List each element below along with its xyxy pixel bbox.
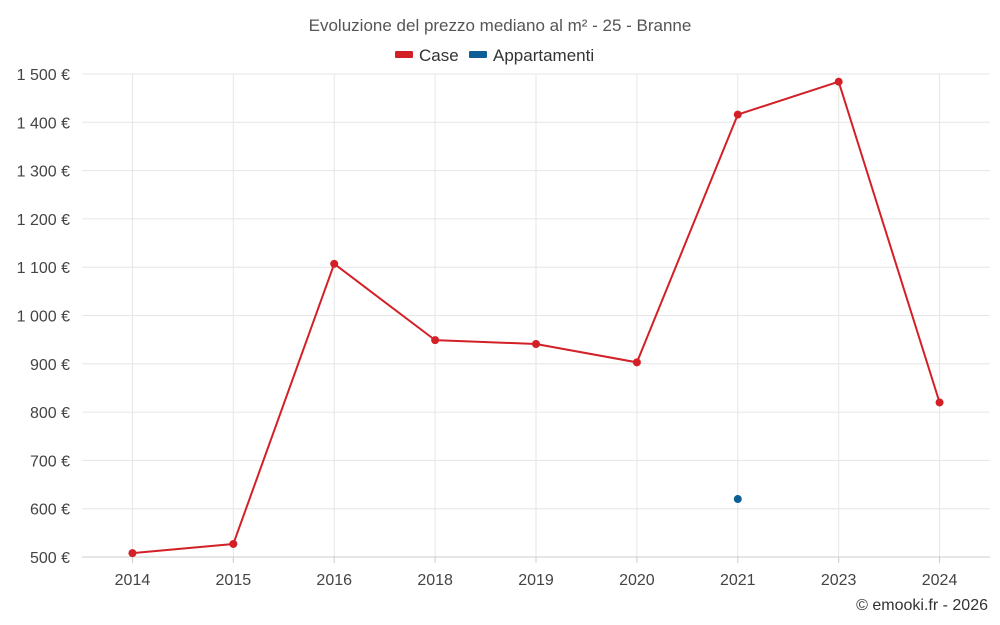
legend-label-appartamenti: Appartamenti [493,46,594,65]
series-case [128,77,944,558]
data-point[interactable] [935,398,944,407]
x-tick-label: 2021 [720,572,756,589]
x-tick-label: 2014 [115,572,151,589]
y-tick-label: 500 € [30,550,70,567]
series-appartamenti [733,495,742,504]
legend-item-appartamenti[interactable]: Appartamenti [469,46,594,65]
data-point[interactable] [431,336,440,345]
y-tick-label: 1 300 € [17,164,70,181]
x-tick-label: 2018 [417,572,453,589]
credit: © emooki.fr - 2026 [856,597,988,614]
y-tick-label: 1 200 € [17,212,70,229]
x-tick-label: 2015 [216,572,252,589]
legend-item-case[interactable]: Case [395,46,459,65]
x-tick-label: 2020 [619,572,655,589]
data-point[interactable] [330,259,339,268]
y-tick-label: 1 400 € [17,115,70,132]
x-tick-label: 2019 [518,572,554,589]
data-point[interactable] [834,77,843,86]
x-tick-label: 2016 [316,572,352,589]
x-tick-label: 2023 [821,572,857,589]
y-tick-label: 800 € [30,405,70,422]
chart-title: Evoluzione del prezzo mediano al m² - 25… [309,16,692,35]
legend-swatch-case [395,51,413,58]
data-point[interactable] [128,549,137,558]
y-tick-label: 700 € [30,453,70,470]
legend-label-case: Case [419,46,459,65]
data-point[interactable] [229,539,238,548]
x-tick-label: 2024 [922,572,958,589]
data-point[interactable] [532,339,540,348]
grid [82,73,990,557]
axes: 500 € 600 € 700 € 800 € 900 € 1 000 € 1 100 € 1… [17,67,990,589]
data-point[interactable] [733,495,742,504]
y-tick-label: 1 100 € [17,260,70,277]
legend: Case Appartamenti [395,46,594,65]
data-point[interactable] [733,110,742,119]
y-tick-label: 600 € [30,502,70,519]
series [128,77,944,558]
y-tick-label: 900 € [30,357,70,374]
y-tick-label: 1 500 € [17,67,70,84]
legend-swatch-appartamenti [469,51,487,58]
y-tick-label: 1 000 € [17,309,70,326]
data-point[interactable] [632,358,641,367]
